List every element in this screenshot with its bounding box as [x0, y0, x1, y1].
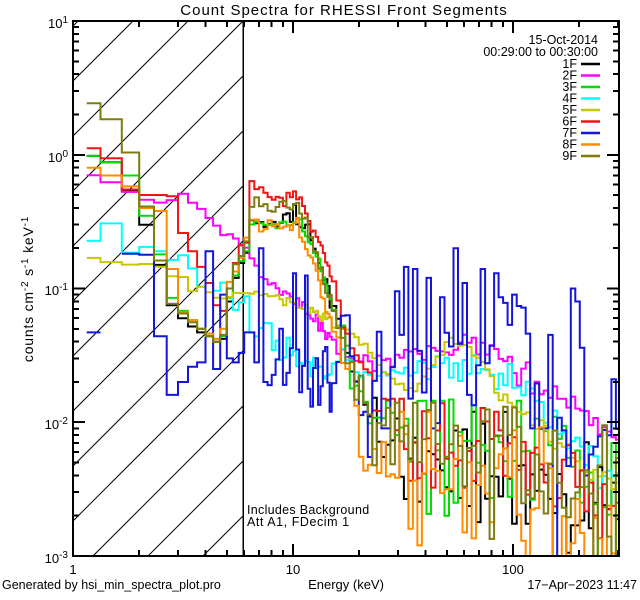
svg-text:10: 10	[286, 562, 300, 577]
svg-text:100: 100	[502, 562, 524, 577]
svg-text:9F: 9F	[562, 149, 577, 163]
svg-text:6F: 6F	[562, 115, 577, 129]
svg-text:3F: 3F	[562, 80, 577, 94]
svg-text:17−Apr−2023 11:47: 17−Apr−2023 11:47	[527, 578, 637, 592]
svg-text:1: 1	[69, 562, 76, 577]
svg-text:counts cm-2 s-1 keV-1: counts cm-2 s-1 keV-1	[20, 216, 36, 362]
svg-text:15-Oct-2014: 15-Oct-2014	[529, 33, 599, 47]
svg-text:Energy (keV): Energy (keV)	[308, 577, 384, 592]
svg-text:1F: 1F	[562, 57, 577, 71]
svg-text:8F: 8F	[562, 138, 577, 152]
svg-text:Att A1, FDecim 1: Att A1, FDecim 1	[247, 515, 350, 529]
svg-text:Includes Background: Includes Background	[247, 503, 369, 517]
svg-text:7F: 7F	[562, 126, 577, 140]
svg-text:Generated by hsi_min_spectra_p: Generated by hsi_min_spectra_plot.pro	[2, 578, 221, 592]
svg-text:2F: 2F	[562, 69, 577, 83]
svg-text:5F: 5F	[562, 103, 577, 117]
svg-text:Count Spectra for RHESSI Front: Count Spectra for RHESSI Front Segments	[180, 2, 507, 19]
svg-text:00:29:00 to 00:30:00: 00:29:00 to 00:30:00	[483, 45, 598, 59]
svg-text:4F: 4F	[562, 92, 577, 106]
